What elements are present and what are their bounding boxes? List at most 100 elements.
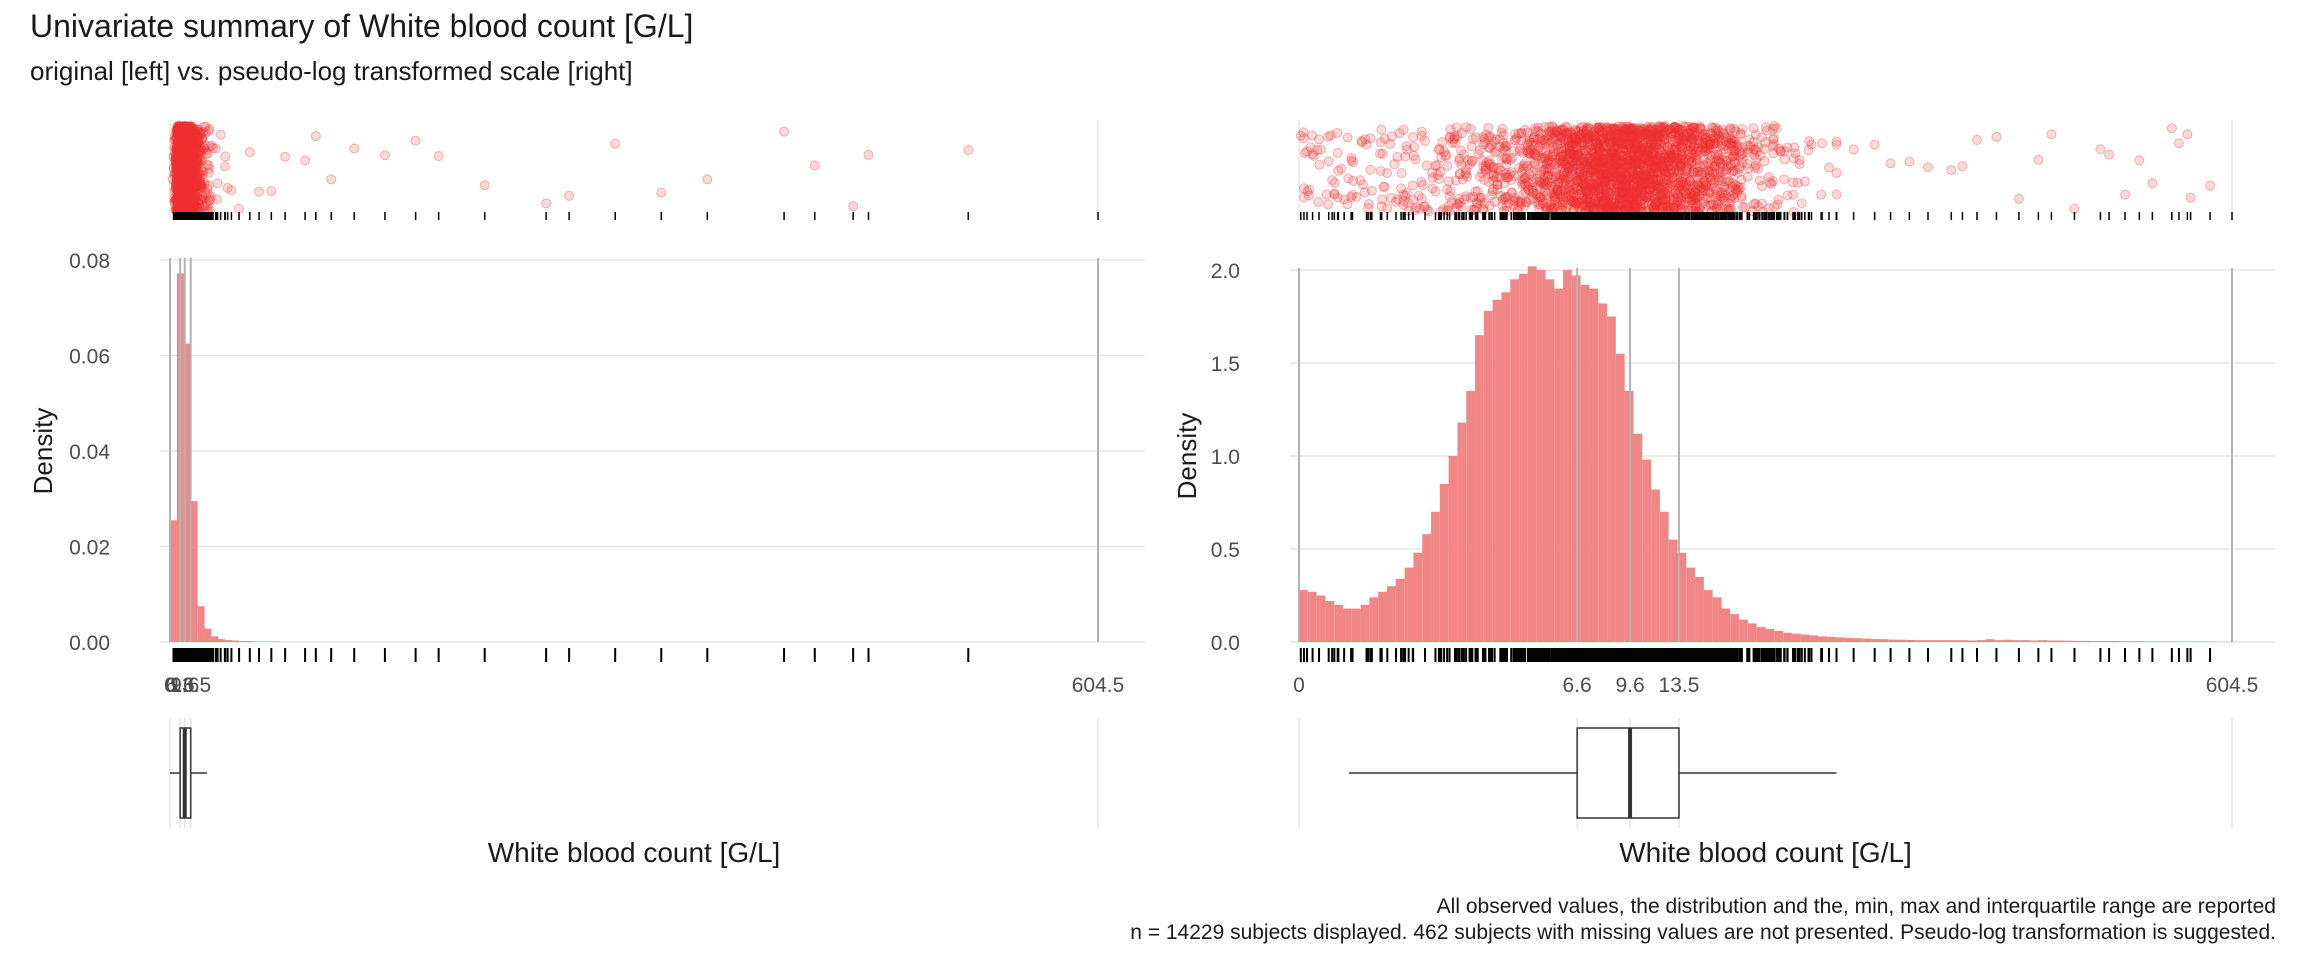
observation-point: [181, 141, 192, 152]
observation-point: [175, 190, 186, 201]
histogram-bar: [1307, 591, 1317, 642]
observation-point: [191, 143, 202, 154]
observation-point: [175, 178, 186, 189]
observation-point: [180, 148, 191, 159]
histogram-bar: [1607, 316, 1616, 642]
y-tick-label: 2.0: [1211, 260, 1240, 283]
observation-point: [183, 193, 194, 204]
chart-title: Univariate summary of White blood count …: [30, 8, 694, 44]
histogram-bar: [1439, 483, 1449, 642]
observation-point: [300, 155, 311, 166]
y-tick-label: 0.5: [1211, 539, 1240, 562]
observation-point: [181, 137, 192, 148]
observation-point: [187, 199, 198, 210]
observation-point: [184, 163, 195, 174]
observation-point: [171, 158, 182, 169]
observation-point: [183, 142, 194, 153]
observation-point: [172, 198, 183, 209]
x-tick-label: 0: [1293, 674, 1305, 697]
observation-point: [178, 175, 189, 186]
histogram-bar: [1395, 578, 1405, 642]
observation-point: [179, 127, 190, 138]
histogram-bar: [1809, 635, 1819, 642]
histogram-bar: [1756, 627, 1766, 642]
histogram-bar: [2117, 641, 2127, 642]
y-tick-label: 0.06: [69, 346, 110, 369]
histogram-bar: [1783, 632, 1792, 642]
histogram-bar: [1536, 270, 1546, 642]
observation-point: [188, 161, 199, 172]
histogram-bar: [197, 606, 205, 642]
histogram-bar: [1651, 489, 1660, 642]
observation-point: [702, 174, 713, 185]
histogram-bar: [1299, 589, 1308, 642]
observation-point: [178, 149, 189, 160]
histogram-bar: [190, 501, 198, 642]
observation-point: [186, 196, 197, 207]
observation-point: [174, 193, 185, 204]
histogram-bar: [1642, 459, 1652, 642]
observation-point: [181, 136, 192, 147]
observation-point: [1313, 197, 1324, 208]
observation-point: [174, 198, 185, 209]
observation-point: [190, 142, 201, 153]
histogram-bar: [1580, 284, 1590, 642]
observation-point: [173, 166, 184, 177]
observation-point: [180, 138, 191, 149]
observation-point: [1467, 156, 1478, 167]
observation-point: [1332, 128, 1343, 139]
observation-point: [191, 157, 202, 168]
observation-point: [184, 147, 195, 158]
histogram-bar: [1985, 639, 1995, 642]
histogram-bar: [2170, 641, 2180, 642]
histogram-bar: [1554, 288, 1564, 642]
histogram-bar: [1501, 292, 1511, 642]
observation-point: [173, 165, 184, 176]
observation-point: [173, 170, 184, 181]
observation-point: [180, 186, 191, 197]
observation-point: [179, 155, 190, 166]
x-tick-label: 9.6: [1615, 674, 1644, 697]
observation-point: [173, 121, 184, 132]
histogram-bar: [2143, 641, 2153, 642]
observation-point: [177, 134, 188, 145]
histogram-bar: [2047, 640, 2056, 642]
observation-point: [175, 201, 186, 212]
observation-point: [185, 180, 196, 191]
observation-point: [173, 144, 184, 155]
observation-point: [254, 186, 265, 197]
observation-point: [174, 172, 185, 183]
histogram-bar: [232, 640, 240, 642]
histogram-bar: [1906, 639, 1916, 642]
observation-point: [349, 143, 360, 154]
observation-point: [192, 139, 203, 150]
observation-point: [1443, 176, 1454, 187]
histogram-bar: [218, 639, 226, 642]
observation-point: [178, 152, 189, 163]
observation-point: [610, 138, 621, 149]
histogram-bar: [1800, 634, 1810, 642]
histogram-bar: [1976, 640, 1986, 642]
observation-point: [185, 128, 196, 139]
observation-point: [207, 143, 218, 154]
histogram-bar: [1589, 288, 1599, 642]
observation-point: [184, 177, 195, 188]
observation-point: [326, 174, 337, 185]
histogram-bar: [2135, 641, 2144, 642]
observation-point: [188, 166, 199, 177]
histogram-bar: [1862, 638, 1872, 642]
x-axis-label: White blood count [G/L]: [1619, 837, 1912, 868]
observation-point: [963, 145, 974, 156]
histogram-bar: [1659, 511, 1669, 642]
histogram-bar: [1791, 633, 1801, 642]
y-axis-label: Density: [1172, 413, 1202, 500]
observation-point: [177, 122, 188, 133]
histogram-bar: [1422, 534, 1432, 642]
histogram-bar: [2152, 641, 2162, 642]
observation-point: [181, 152, 192, 163]
x-tick-label: 6.6: [166, 674, 195, 697]
histogram-bar: [1475, 335, 1484, 642]
observation-point: [189, 198, 200, 209]
histogram-bar: [1739, 619, 1748, 642]
observation-point: [177, 125, 188, 136]
